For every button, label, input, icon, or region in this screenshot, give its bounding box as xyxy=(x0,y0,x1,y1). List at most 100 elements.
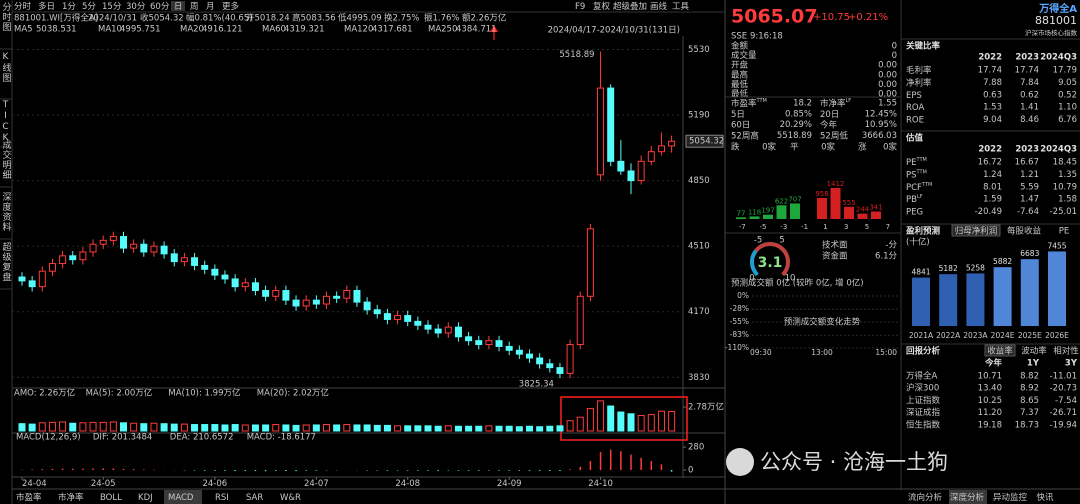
volume-bar xyxy=(323,424,330,432)
toolbar-tab[interactable]: 多日 xyxy=(38,1,55,12)
table-value: 8.01 xyxy=(983,182,1002,192)
candle-body xyxy=(586,228,594,297)
toolbar-tab[interactable]: 日 xyxy=(174,2,183,12)
toolbar-tab[interactable]: 更多 xyxy=(222,1,240,12)
toolbar-tool[interactable]: 画线 xyxy=(650,1,668,12)
x-tick-label: 24-08 xyxy=(395,479,420,489)
volume-bar xyxy=(526,425,533,432)
bottom-tab[interactable]: SAR xyxy=(246,493,263,503)
y-tick-label: -83% xyxy=(730,330,749,339)
side-tab[interactable]: 异动监控 xyxy=(993,492,1028,503)
sidebar-tab[interactable]: 超级复盘 xyxy=(1,241,12,282)
distribution-tick: 1 xyxy=(823,223,827,231)
sidebar-tab[interactable]: K线图 xyxy=(1,52,12,83)
candle-body xyxy=(647,151,655,162)
sidebar-tab[interactable]: 分时图 xyxy=(1,2,12,32)
volume-bar xyxy=(79,422,87,432)
label-text: 5日 xyxy=(731,109,745,119)
side-tab[interactable]: 深度分析 xyxy=(950,492,985,503)
candle-body xyxy=(505,345,513,351)
returns-value: -11.01 xyxy=(1050,372,1077,382)
table-header: 2024Q3 xyxy=(1040,145,1077,155)
toolbar-tool[interactable]: 复权 xyxy=(593,1,611,12)
label-sup: LF xyxy=(846,98,852,104)
ma-value: 5038.531 xyxy=(36,25,77,35)
quote-value: 10.95% xyxy=(865,120,897,130)
quote-label: 最高 xyxy=(731,69,748,80)
candle-body xyxy=(434,328,442,334)
quote-label: PCFTTM xyxy=(906,181,932,192)
bottom-tab[interactable]: 市盈率 xyxy=(16,492,42,503)
sidebar-tab[interactable]: TICK xyxy=(1,100,11,144)
candle-body xyxy=(556,367,564,374)
breadth-value: 0家 xyxy=(821,142,835,153)
volume-bar xyxy=(302,424,310,432)
quote-label: 60日 xyxy=(731,120,750,130)
toolbar-tab[interactable]: 月 xyxy=(206,2,215,12)
toolbar-tab[interactable]: 周 xyxy=(190,2,199,12)
returns-value: 19.18 xyxy=(978,420,1002,430)
table-title: 关键比率 xyxy=(906,41,941,52)
label-text: 市净率 xyxy=(820,98,846,109)
forecast-unit: (十亿) xyxy=(906,237,930,248)
toolbar-tab[interactable]: 30分 xyxy=(126,2,146,12)
toolbar-tab[interactable]: 15分 xyxy=(102,2,122,12)
header-info: 收5054.32 xyxy=(140,13,184,24)
returns-tab[interactable]: 波动率 xyxy=(1021,346,1047,357)
candle-body xyxy=(637,160,645,182)
volume-bar xyxy=(282,424,290,432)
distribution-label: 707 xyxy=(788,195,801,203)
bottom-tab[interactable]: BOLL xyxy=(100,493,122,503)
forecast-tab[interactable]: 归母净利润 xyxy=(955,226,998,237)
tab-active xyxy=(984,344,1016,357)
quote-label: 5日 xyxy=(731,109,745,119)
date-range: 2024/04/17-2024/10/31(131日) xyxy=(548,26,680,36)
distribution-bar xyxy=(763,214,773,219)
bottom-tab[interactable]: W&R xyxy=(280,493,301,503)
quote-label: 成交量 xyxy=(731,50,757,61)
bottom-tab[interactable]: MACD xyxy=(168,493,194,503)
distribution-label: 1412 xyxy=(827,180,845,188)
header-info: 换2.75% xyxy=(384,13,420,24)
toolbar-tab[interactable]: 1分 xyxy=(62,2,76,12)
exchange: SSE xyxy=(731,32,747,42)
y-tick-label: -28% xyxy=(730,304,749,313)
quote-value: 12.45% xyxy=(865,109,897,119)
candle-body xyxy=(211,268,219,276)
table-value: 1.35 xyxy=(1058,170,1077,180)
bottom-tab[interactable]: KDJ xyxy=(138,493,153,503)
bottom-tab[interactable]: RSI xyxy=(215,493,229,503)
toolbar-tab[interactable]: 分时 xyxy=(14,1,32,12)
candle-body xyxy=(201,264,209,270)
volume-bar xyxy=(363,424,371,432)
quote-value: 0.00 xyxy=(878,70,897,80)
returns-value: 8.92 xyxy=(1020,384,1039,394)
toolbar-tab[interactable]: 5分 xyxy=(82,2,96,12)
volume-bar xyxy=(140,423,148,432)
ma-name: MA20 xyxy=(180,25,204,35)
sidebar-tab[interactable]: 深度资料 xyxy=(1,192,12,232)
forecast-tab[interactable]: 每股收益 xyxy=(1007,226,1042,237)
label-text: PS xyxy=(906,170,917,180)
toolbar-tool[interactable]: F9 xyxy=(575,2,585,12)
toolbar-tool[interactable]: 超级叠加 xyxy=(613,1,647,12)
bottom-tab[interactable]: 市净率 xyxy=(58,492,84,503)
change: +10.75 xyxy=(813,12,850,23)
volume-bar xyxy=(383,424,391,432)
returns-value: -20.73 xyxy=(1050,384,1077,394)
distribution-label: 118 xyxy=(748,208,761,216)
y-tick-label: 280 xyxy=(688,443,704,453)
volume-bar xyxy=(404,425,412,432)
toolbar-tool[interactable]: 工具 xyxy=(672,2,690,12)
side-tab[interactable]: 快讯 xyxy=(1036,492,1054,503)
forecast-tab[interactable]: PE xyxy=(1059,227,1070,237)
returns-tab[interactable]: 相对性 xyxy=(1053,346,1079,357)
toolbar-tab[interactable]: 60分 xyxy=(150,2,170,12)
returns-tab[interactable]: 收益率 xyxy=(987,346,1013,357)
candle-body xyxy=(404,315,412,322)
sidebar-tab[interactable]: 成交明细 xyxy=(1,139,12,180)
volume-bar xyxy=(373,424,381,432)
side-tab[interactable]: 流向分析 xyxy=(908,492,943,503)
distribution-bar xyxy=(817,197,827,219)
table-header: 2023 xyxy=(1015,53,1039,63)
